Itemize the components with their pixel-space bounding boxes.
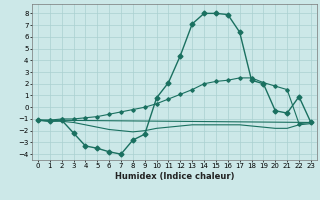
X-axis label: Humidex (Indice chaleur): Humidex (Indice chaleur) xyxy=(115,172,234,181)
